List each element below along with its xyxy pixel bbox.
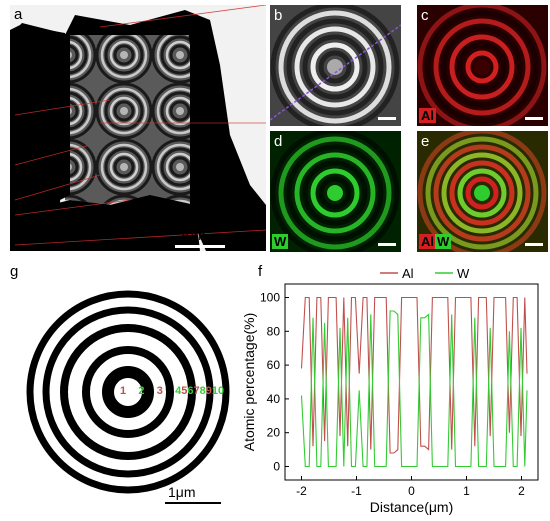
ring-numbers: 1 2 3 45678910 — [120, 385, 224, 397]
ring-number-8: 8 — [199, 385, 206, 397]
series-line-w — [300, 310, 528, 468]
panel-letter-b: b — [274, 7, 283, 24]
panel-f-line-profile: f 0 20 40 60 80 100 -2 -1 0 1 2 Distance(μm) Atomic … — [240, 262, 548, 520]
x-tick-label: -2 — [296, 484, 307, 498]
panel-g-ring-segmentation: g 1 2 3 45678910 1μm — [10, 262, 240, 517]
x-tick-label: 0 — [408, 484, 415, 498]
ring-number-10: 10 — [211, 385, 225, 397]
ring-number-3: 3 — [156, 385, 163, 397]
y-tick-label: 80 — [267, 324, 281, 338]
scale-bar-d — [378, 243, 396, 246]
scale-bar-label-g: 1μm — [168, 484, 196, 500]
y-tick-label: 20 — [267, 426, 281, 440]
x-tick-label: -1 — [351, 484, 362, 498]
ring-number-4: 4 — [175, 385, 182, 397]
panel-a-haadf-image: a 2μm — [10, 5, 266, 251]
panel-e-overlay-map: e Al W — [417, 131, 548, 252]
x-tick-label: 2 — [518, 484, 525, 498]
panel-letter-f: f — [258, 263, 263, 280]
x-axis-label: Distance(μm) — [370, 499, 454, 515]
y-tick-label: 60 — [267, 358, 281, 372]
channel-label-e-al: Al — [419, 234, 436, 249]
ring-number-1: 1 — [120, 385, 127, 397]
legend-label-al: Al — [402, 266, 414, 281]
ring-number-5: 5 — [181, 385, 188, 397]
scale-bar-label-a: 2μm — [178, 227, 206, 243]
legend-label-w: W — [457, 266, 470, 281]
panel-letter-e: e — [421, 133, 430, 150]
ring-mask — [26, 290, 230, 494]
haadf-image — [10, 5, 266, 251]
channel-label-e-w: W — [435, 234, 452, 249]
panel-letter-c: c — [421, 7, 429, 24]
panel-d-w-map: d W — [270, 131, 401, 252]
panel-b-grayscale-map: b — [270, 5, 401, 126]
series-line-al — [300, 296, 528, 454]
ring-number-2: 2 — [138, 385, 145, 397]
channel-label-w: W — [272, 234, 289, 249]
panel-letter-g: g — [10, 263, 19, 280]
panel-c-al-map: c Al — [417, 5, 548, 126]
ring-number-7: 7 — [193, 385, 200, 397]
channel-label-al: Al — [419, 108, 436, 123]
ring-number-6: 6 — [187, 385, 194, 397]
y-tick-label: 40 — [267, 392, 281, 406]
y-tick-label: 100 — [260, 291, 280, 305]
scale-bar-b — [378, 117, 396, 120]
y-axis-label: Atomic percentage(%) — [241, 313, 257, 452]
panel-letter-a: a — [14, 6, 23, 23]
scale-bar-a — [175, 245, 225, 248]
ring-number-9: 9 — [205, 385, 212, 397]
profile-chart: 0 20 40 60 80 100 -2 -1 0 1 2 Distance(μm) Atomic pe… — [241, 266, 539, 515]
panel-letter-d: d — [274, 133, 283, 150]
scale-bar-c — [525, 117, 543, 120]
y-tick-label: 0 — [273, 459, 280, 473]
scale-bar-g — [165, 502, 221, 504]
x-tick-label: 1 — [463, 484, 470, 498]
scale-bar-e — [525, 243, 543, 246]
